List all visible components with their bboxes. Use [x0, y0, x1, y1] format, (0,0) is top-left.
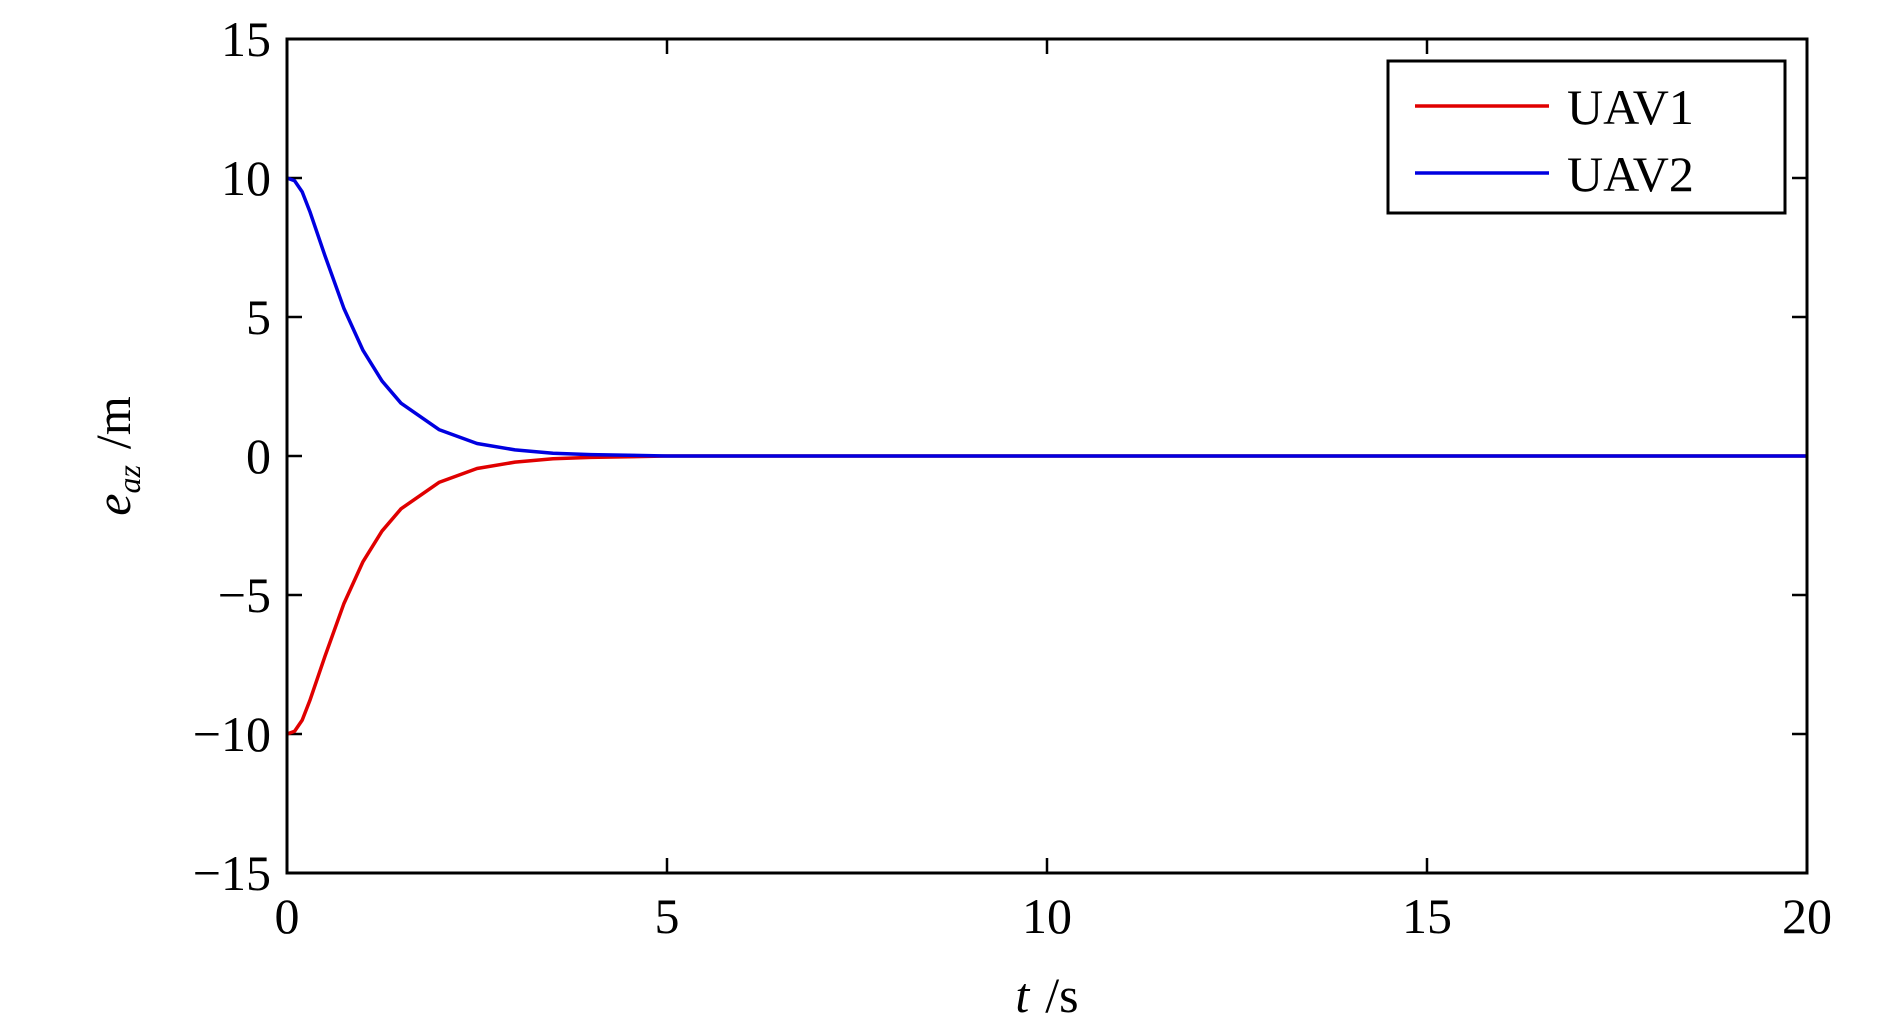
x-tick-label: 15	[1402, 888, 1452, 944]
x-label-symbol: t	[1015, 967, 1030, 1023]
y-tick-label: 15	[221, 11, 271, 67]
legend-label: UAV1	[1567, 79, 1694, 135]
legend-box	[1386, 59, 1787, 215]
y-tick-label: −10	[193, 706, 271, 762]
y-tick-label: 5	[246, 289, 271, 345]
x-axis-label: t/s	[1015, 967, 1078, 1023]
x-tick-label: 20	[1782, 888, 1832, 944]
y-tick-label: 0	[246, 428, 271, 484]
series-line	[286, 454, 1807, 736]
y-axis-label: eaz/m	[85, 396, 147, 516]
x-tick-label: 10	[1022, 888, 1072, 944]
plot-frame	[285, 37, 1809, 875]
legend-label: UAV2	[1567, 146, 1694, 202]
series-line	[286, 176, 1807, 458]
y-tick-label: 10	[221, 150, 271, 206]
y-label-symbol: e	[85, 494, 141, 516]
y-tick-label: −5	[218, 567, 271, 623]
y-tick-label: −15	[193, 845, 271, 901]
y-label-unit: /m	[85, 396, 141, 449]
y-label-subscript: az	[111, 465, 147, 494]
x-tick-label: 5	[655, 888, 680, 944]
x-label-unit: /s	[1045, 967, 1078, 1023]
x-tick-label: 0	[275, 888, 300, 944]
